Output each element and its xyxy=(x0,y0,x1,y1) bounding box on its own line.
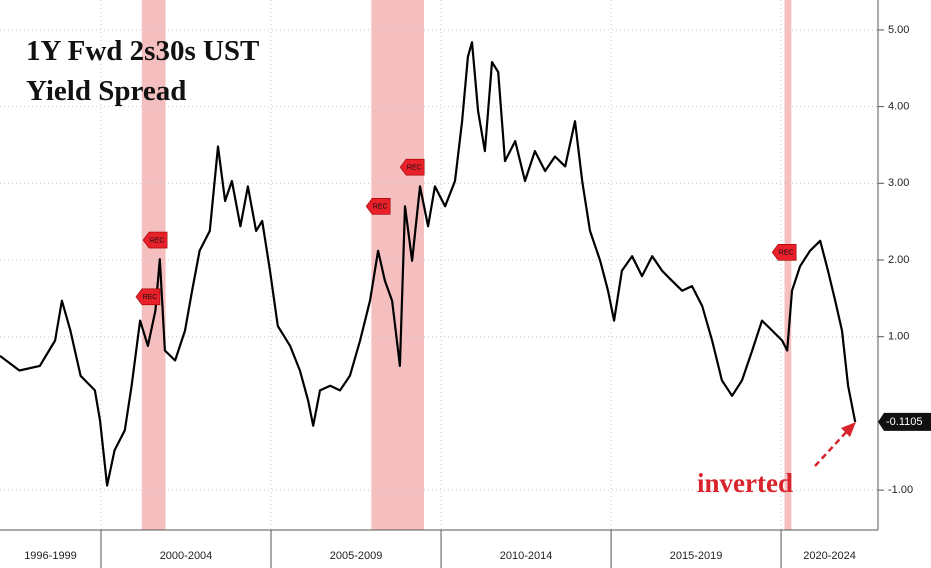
data-line xyxy=(0,41,857,487)
rec-marker xyxy=(365,198,391,215)
annotation-arrowhead xyxy=(841,422,856,437)
rec-label: REC xyxy=(779,250,794,257)
recession-band xyxy=(141,0,166,530)
y-tick-label: -1.00 xyxy=(888,484,913,496)
rec-marker xyxy=(771,244,797,261)
last-value-label: -0.1105 xyxy=(886,416,923,428)
rec-label: REC xyxy=(143,294,158,301)
x-period-label: 2000-2004 xyxy=(160,550,213,562)
y-tick-label: 5.00 xyxy=(888,24,909,36)
y-tick-label: 4.00 xyxy=(888,101,909,113)
y-tick-label: 1.00 xyxy=(888,331,909,343)
y-tick-label: 2.00 xyxy=(888,254,909,266)
annotation-arrow xyxy=(814,427,851,467)
rec-label: REC xyxy=(407,165,422,172)
x-period-label: 2015-2019 xyxy=(670,550,723,562)
chart-title: 1Y Fwd 2s30s UST xyxy=(26,35,259,67)
last-value-box xyxy=(878,412,931,431)
recession-band xyxy=(784,0,792,530)
rec-label: REC xyxy=(373,204,388,211)
x-period-label: 1996-1999 xyxy=(24,550,77,562)
background-layer xyxy=(0,0,878,530)
rec-marker xyxy=(399,158,425,176)
chart-title: Yield Spread xyxy=(26,75,186,107)
x-period-label: 2020-2024 xyxy=(803,550,856,562)
annotation: inverted xyxy=(697,468,793,498)
rec-label: REC xyxy=(150,237,165,244)
recession-band xyxy=(371,0,425,530)
x-period-label: 2010-2014 xyxy=(500,550,553,562)
rec-marker xyxy=(135,288,161,306)
rec-marker xyxy=(142,231,168,249)
x-period-label: 2005-2009 xyxy=(330,550,383,562)
y-tick-label: 3.00 xyxy=(888,177,909,189)
